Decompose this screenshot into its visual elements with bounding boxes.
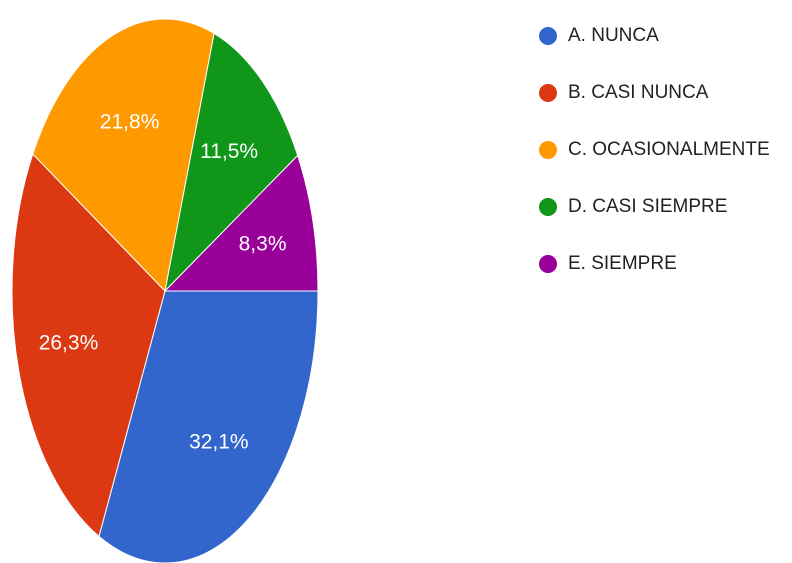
legend-marker: [539, 198, 557, 216]
slice-label: 21,8%: [100, 110, 160, 133]
legend-label: A. NUNCA: [568, 25, 659, 46]
legend-label: C. OCASIONALMENTE: [568, 139, 770, 160]
legend-label: E. SIEMPRE: [568, 253, 677, 274]
pie-slice: [98, 290, 319, 563]
legend-marker: [539, 27, 557, 45]
pie-slice: [32, 18, 215, 293]
legend-marker: [539, 84, 557, 102]
pie-slice: [164, 32, 299, 293]
slice-label: 26,3%: [39, 331, 99, 354]
pie-slice: [11, 153, 166, 538]
slice-label: 11,5%: [200, 140, 258, 163]
pie-slice: [163, 154, 319, 292]
legend-marker: [539, 141, 557, 159]
legend-label: D. CASI SIEMPRE: [568, 196, 727, 217]
legend-label: B. CASI NUNCA: [568, 82, 709, 103]
slice-label: 8,3%: [239, 232, 287, 255]
slice-label: 32,1%: [189, 430, 249, 453]
legend-marker: [539, 255, 557, 273]
